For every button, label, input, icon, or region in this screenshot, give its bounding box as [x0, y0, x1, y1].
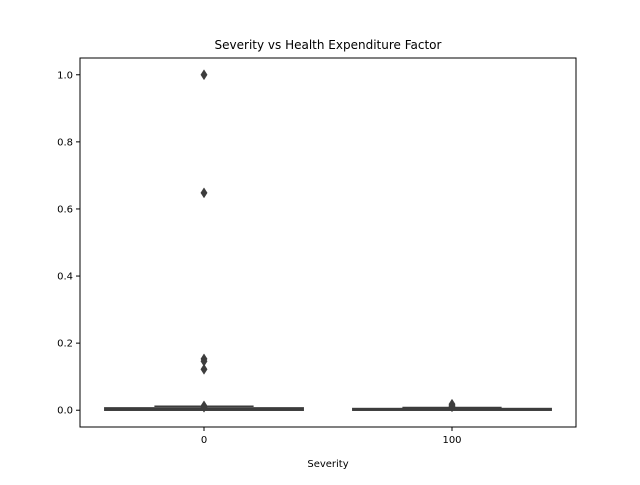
outlier-point — [448, 401, 456, 413]
y-axis: 0.0 0.2 0.4 0.6 0.8 1.0 — [57, 70, 80, 417]
outlier-point — [200, 69, 208, 81]
y-tick-label: 0.8 — [57, 137, 73, 148]
box-group — [352, 398, 552, 413]
y-tick-label: 0.2 — [57, 339, 73, 350]
y-tick-label: 0.6 — [57, 204, 73, 215]
y-tick-label: 1.0 — [57, 70, 73, 81]
y-tick-label: 0.0 — [57, 406, 73, 417]
outlier-point — [200, 401, 208, 413]
outlier-point — [200, 363, 208, 375]
box-plots — [104, 69, 552, 413]
plot-area — [79, 57, 577, 428]
x-tick-label: 0 — [201, 435, 207, 446]
chart-title: Severity vs Health Expenditure Factor — [215, 38, 442, 52]
outlier-point — [200, 187, 208, 199]
box-group — [104, 69, 304, 413]
x-axis-label: Severity — [307, 459, 348, 470]
x-axis: 0 100 — [201, 427, 462, 446]
x-tick-label: 100 — [442, 435, 461, 446]
y-tick-label: 0.4 — [57, 272, 73, 283]
